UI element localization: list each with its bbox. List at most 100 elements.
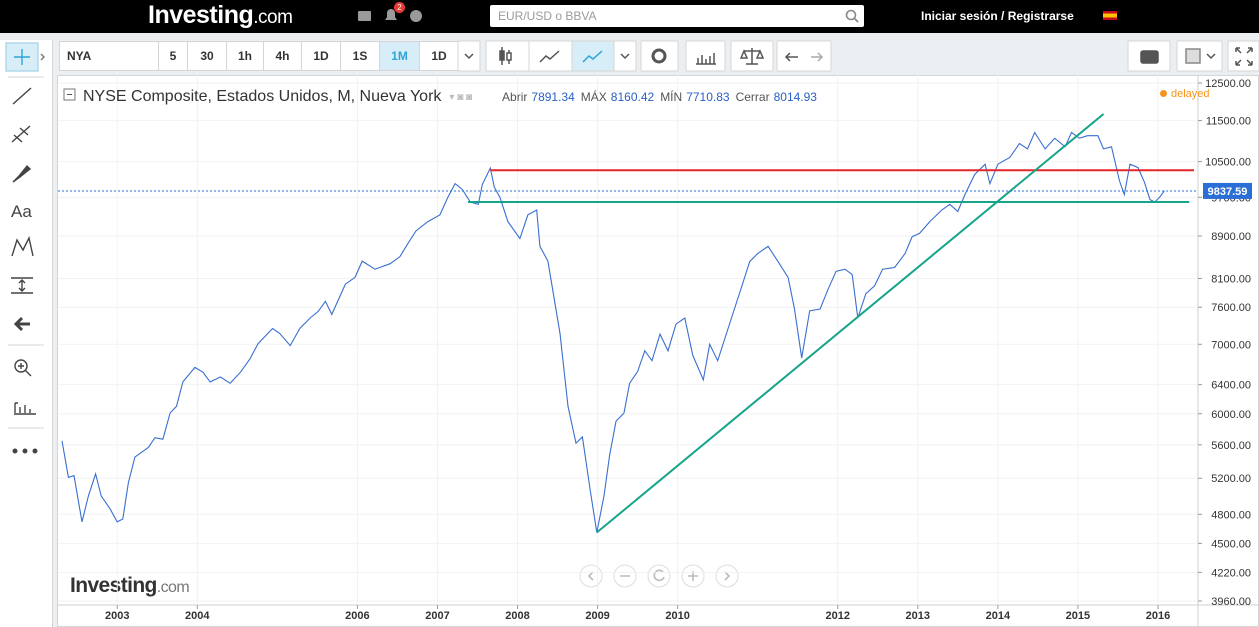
chart-title: NYSE Composite, Estados Unidos, M, Nueva…: [83, 88, 442, 105]
interval-button[interactable]: 30: [187, 41, 227, 71]
ohlc-label: MÍN: [660, 90, 683, 104]
candle-body: [506, 52, 512, 61]
reset-glyph: [653, 569, 665, 582]
measure-tool[interactable]: [11, 277, 33, 294]
separator: /: [1001, 9, 1005, 23]
last-price-box: [1203, 182, 1252, 199]
gear-glyph: [651, 48, 667, 64]
x-tick-label: 2014: [986, 610, 1011, 622]
ohlc-label: Cerrar: [735, 90, 770, 104]
redo-glyph: [811, 52, 824, 62]
login-link[interactable]: Iniciar sesión: [921, 9, 998, 23]
trendline: [596, 113, 1105, 534]
scroll-right[interactable]: [715, 564, 739, 588]
last-price-label: 9837.59: [1208, 186, 1248, 198]
area-button[interactable]: [528, 40, 573, 72]
flag-band: [1103, 13, 1117, 18]
indicators-button[interactable]: [685, 40, 726, 72]
back-tool[interactable]: [13, 316, 30, 332]
ohlc-value: 8160.42: [610, 90, 655, 104]
caret: [464, 53, 474, 60]
x-tick-label: 2007: [425, 610, 449, 622]
toolbar-icons: [457, 40, 1259, 72]
status: delayed: [1160, 88, 1210, 100]
chart-panel: [57, 75, 1259, 627]
auth-links: Iniciar sesión / Registrarse: [921, 9, 1074, 23]
tool-expander[interactable]: [40, 53, 45, 61]
status-dot: [1160, 90, 1167, 97]
y-tick-label: 3960.00: [1211, 596, 1251, 608]
text-tool[interactable]: Aa: [11, 202, 32, 221]
briefcase-icon[interactable]: [358, 11, 371, 21]
fib-tool[interactable]: [11, 125, 31, 143]
fullscreen-glyph: [1235, 47, 1253, 66]
chart-nav: [579, 564, 739, 588]
more-dot[interactable]: [12, 448, 18, 454]
zoom-tool[interactable]: [14, 359, 28, 373]
scroll-left[interactable]: [579, 564, 603, 588]
pattern-tool[interactable]: [11, 235, 34, 257]
price-line: [61, 131, 1165, 533]
scale-glyph: [739, 48, 765, 65]
search-icon-handle: [853, 17, 859, 23]
interval-button[interactable]: 1D: [419, 41, 459, 71]
tool-sidebar: [0, 40, 53, 627]
indicators-glyph: [696, 53, 716, 65]
reset[interactable]: [647, 564, 671, 588]
settings-button[interactable]: [640, 40, 679, 72]
trendline-tool[interactable]: [12, 87, 32, 105]
ohlc-value: 8014.93: [773, 90, 817, 104]
undo-redo-button[interactable]: [776, 40, 832, 72]
ohlc-value: 7710.83: [686, 90, 730, 104]
notification-badge: 2: [394, 2, 405, 13]
chart-type-dropdown[interactable]: [613, 40, 637, 72]
caret: [620, 53, 630, 60]
interval-button[interactable]: 1D: [301, 41, 341, 71]
more-dot: [32, 448, 38, 454]
x-tick-label: 2004: [185, 610, 210, 622]
line-button[interactable]: [571, 40, 615, 72]
x-tick-label: 2016: [1146, 610, 1170, 622]
more-dot: [22, 448, 28, 454]
fullscreen-button[interactable]: [1227, 40, 1259, 72]
logo-suffix: .com: [253, 7, 293, 28]
x-tick-label: 2012: [826, 610, 850, 622]
y-tick-label: 4500.00: [1211, 538, 1251, 550]
y-tick-label: 5600.00: [1211, 440, 1251, 452]
x-tick-label: 2010: [665, 610, 689, 622]
camera-glyph: [1140, 50, 1159, 64]
search-icon[interactable]: [845, 9, 857, 21]
ohlc-value: 7891.34: [531, 90, 575, 104]
plot: [61, 131, 1165, 533]
clock-icon[interactable]: [410, 10, 422, 22]
interval-button[interactable]: 1M: [379, 41, 420, 71]
y-tick-label: 6400.00: [1211, 380, 1251, 392]
ruler-tool[interactable]: [14, 402, 36, 415]
interval-dropdown[interactable]: [457, 40, 481, 72]
y-tick-label: 6000.00: [1211, 409, 1251, 421]
x-tick-label: 2009: [585, 610, 609, 622]
status-text: delayed: [1171, 88, 1210, 100]
toolbar-glyphs: [464, 47, 1253, 66]
bell-icon[interactable]: [385, 9, 397, 20]
y-tick-label: 5200.00: [1211, 473, 1251, 485]
symbol-input[interactable]: NYA: [59, 41, 159, 71]
watermark: Investing.com: [70, 574, 189, 597]
ohlc: Abrir 7891.34 MÁX 8160.42 MÍN 7710.83 Cerrar 80…: [502, 90, 823, 104]
interval-button[interactable]: 4h: [263, 41, 302, 71]
header-icons: [358, 9, 1117, 23]
x-tick-label: 2006: [345, 610, 369, 622]
brush-tool[interactable]: [12, 164, 32, 183]
color-swatch: [1185, 48, 1201, 64]
x-tick-label: 2013: [906, 610, 930, 622]
register-link[interactable]: Registrarse: [1007, 9, 1074, 23]
interval-button[interactable]: 1h: [226, 41, 264, 71]
y-tick-label: 4800.00: [1211, 509, 1251, 521]
logo[interactable]: Investing.com: [148, 1, 293, 30]
watermark-text: Investing: [70, 574, 157, 597]
search-box[interactable]: EUR/USD o BBVA: [490, 5, 864, 27]
y-tick-label: 7000.00: [1211, 339, 1251, 351]
legend-icons[interactable]: ▾ ◙ ◙: [449, 91, 473, 103]
